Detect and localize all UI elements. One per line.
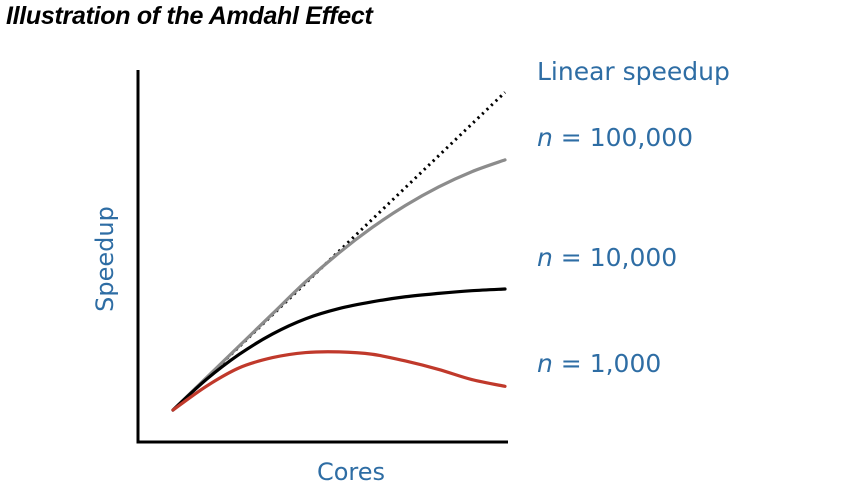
series-label-n-100000: n = 100,000 xyxy=(537,123,693,152)
series-label-n-10000: n = 10,000 xyxy=(537,243,677,272)
series-labels: Linear speedup n = 100,000 n = 10,000 n = 1… xyxy=(537,57,730,378)
y-axis-label: Speedup xyxy=(91,206,119,312)
series-label-n-1000: n = 1,000 xyxy=(537,349,661,378)
series-line-n-1000 xyxy=(171,350,507,412)
series-lines xyxy=(171,91,507,412)
x-axis-label: Cores xyxy=(317,458,385,486)
series-line-n-10000 xyxy=(171,287,507,412)
page-title: Illustration of the Amdahl Effect xyxy=(6,2,373,30)
series-label-linear-speedup: Linear speedup xyxy=(537,57,730,86)
series-line-n-100000 xyxy=(171,158,507,412)
